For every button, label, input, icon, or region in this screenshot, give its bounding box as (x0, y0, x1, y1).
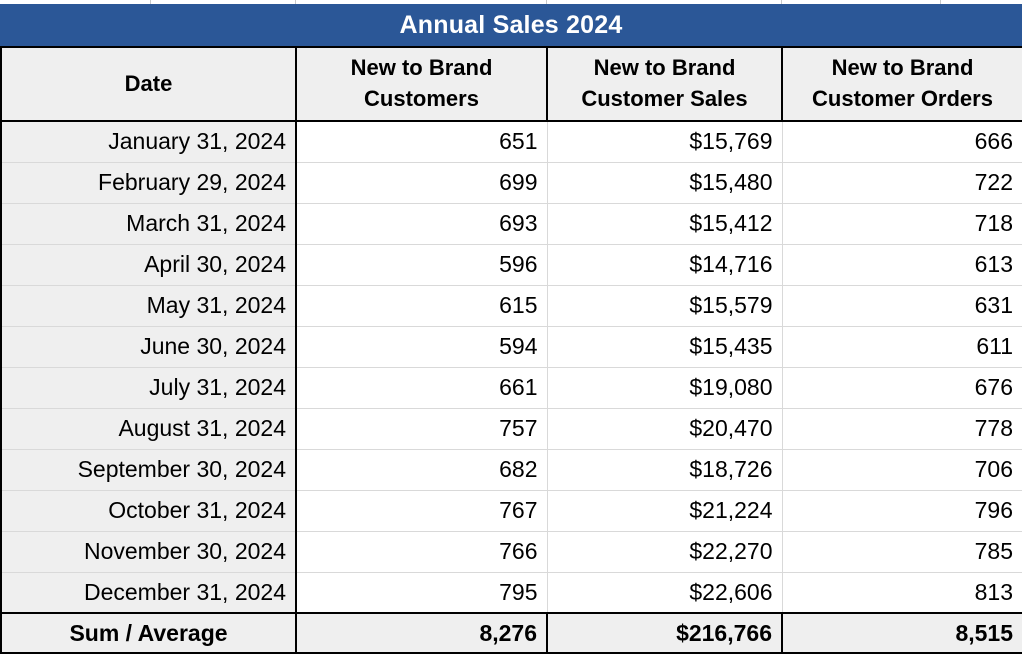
summary-sales-cell[interactable]: $216,766 (546, 612, 783, 654)
column-header-date[interactable]: Date (0, 46, 297, 122)
cell-customers[interactable]: 795 (295, 571, 548, 614)
top-row-remnant (0, 0, 1022, 4)
table-row: October 31, 2024 767 $21,224 796 (0, 489, 1022, 532)
cell-customers[interactable]: 766 (295, 530, 548, 573)
cell-date[interactable]: September 30, 2024 (0, 448, 297, 491)
cell-date[interactable]: January 31, 2024 (0, 120, 297, 163)
cell-customers[interactable]: 596 (295, 243, 548, 286)
cell-orders[interactable]: 813 (781, 571, 1022, 614)
cell-orders[interactable]: 718 (781, 202, 1022, 245)
cell-date[interactable]: August 31, 2024 (0, 407, 297, 450)
gridline-tick (546, 0, 547, 4)
gridline-tick (295, 0, 296, 4)
cell-customers[interactable]: 651 (295, 120, 548, 163)
summary-orders-cell[interactable]: 8,515 (781, 612, 1022, 654)
cell-customers[interactable]: 767 (295, 489, 548, 532)
cell-sales[interactable]: $15,412 (546, 202, 783, 245)
cell-date[interactable]: February 29, 2024 (0, 161, 297, 204)
column-header-new-to-brand-customers[interactable]: New to Brand Customers (295, 46, 548, 122)
cell-date[interactable]: July 31, 2024 (0, 366, 297, 409)
cell-sales[interactable]: $15,435 (546, 325, 783, 368)
cell-date[interactable]: October 31, 2024 (0, 489, 297, 532)
cell-orders[interactable]: 611 (781, 325, 1022, 368)
cell-customers[interactable]: 594 (295, 325, 548, 368)
table-row: February 29, 2024 699 $15,480 722 (0, 161, 1022, 204)
cell-customers[interactable]: 682 (295, 448, 548, 491)
cell-date[interactable]: June 30, 2024 (0, 325, 297, 368)
cell-orders[interactable]: 631 (781, 284, 1022, 327)
gridline-tick (940, 0, 941, 4)
table-row: August 31, 2024 757 $20,470 778 (0, 407, 1022, 450)
cell-customers[interactable]: 615 (295, 284, 548, 327)
table-body: January 31, 2024 651 $15,769 666 February 29… (0, 120, 1022, 614)
cell-customers[interactable]: 757 (295, 407, 548, 450)
table-row: April 30, 2024 596 $14,716 613 (0, 243, 1022, 286)
cell-sales[interactable]: $15,769 (546, 120, 783, 163)
cell-orders[interactable]: 666 (781, 120, 1022, 163)
cell-sales[interactable]: $18,726 (546, 448, 783, 491)
cell-customers[interactable]: 693 (295, 202, 548, 245)
table-row: January 31, 2024 651 $15,769 666 (0, 120, 1022, 163)
cell-date[interactable]: November 30, 2024 (0, 530, 297, 573)
table-row: December 31, 2024 795 $22,606 813 (0, 571, 1022, 614)
cell-orders[interactable]: 676 (781, 366, 1022, 409)
gridline-tick (150, 0, 151, 4)
cell-sales[interactable]: $20,470 (546, 407, 783, 450)
table-row: November 30, 2024 766 $22,270 785 (0, 530, 1022, 573)
column-header-new-to-brand-customer-sales[interactable]: New to Brand Customer Sales (546, 46, 783, 122)
table-row: May 31, 2024 615 $15,579 631 (0, 284, 1022, 327)
table-title-bar[interactable]: Annual Sales 2024 (0, 4, 1022, 46)
cell-sales[interactable]: $22,270 (546, 530, 783, 573)
cell-orders[interactable]: 613 (781, 243, 1022, 286)
cell-sales[interactable]: $22,606 (546, 571, 783, 614)
cell-orders[interactable]: 796 (781, 489, 1022, 532)
table-row: June 30, 2024 594 $15,435 611 (0, 325, 1022, 368)
cell-sales[interactable]: $14,716 (546, 243, 783, 286)
table-title: Annual Sales 2024 (399, 10, 623, 39)
cell-customers[interactable]: 661 (295, 366, 548, 409)
cell-sales[interactable]: $15,480 (546, 161, 783, 204)
cell-orders[interactable]: 778 (781, 407, 1022, 450)
cell-date[interactable]: March 31, 2024 (0, 202, 297, 245)
column-header-new-to-brand-customer-orders[interactable]: New to Brand Customer Orders (781, 46, 1022, 122)
table-footer: Sum / Average 8,276 $216,766 8,515 (0, 612, 1022, 654)
annual-sales-table: Date New to Brand Customers New to Brand… (0, 46, 1022, 654)
table-row: September 30, 2024 682 $18,726 706 (0, 448, 1022, 491)
cell-sales[interactable]: $21,224 (546, 489, 783, 532)
cell-orders[interactable]: 706 (781, 448, 1022, 491)
cell-date[interactable]: December 31, 2024 (0, 571, 297, 614)
cell-orders[interactable]: 722 (781, 161, 1022, 204)
summary-label-cell[interactable]: Sum / Average (0, 612, 297, 654)
summary-customers-cell[interactable]: 8,276 (295, 612, 548, 654)
cell-date[interactable]: May 31, 2024 (0, 284, 297, 327)
cell-orders[interactable]: 785 (781, 530, 1022, 573)
cell-date[interactable]: April 30, 2024 (0, 243, 297, 286)
summary-row: Sum / Average 8,276 $216,766 8,515 (0, 612, 1022, 654)
table-row: March 31, 2024 693 $15,412 718 (0, 202, 1022, 245)
table-row: July 31, 2024 661 $19,080 676 (0, 366, 1022, 409)
cell-sales[interactable]: $15,579 (546, 284, 783, 327)
table-header-row: Date New to Brand Customers New to Brand… (0, 46, 1022, 122)
gridline-tick (781, 0, 782, 4)
cell-customers[interactable]: 699 (295, 161, 548, 204)
cell-sales[interactable]: $19,080 (546, 366, 783, 409)
